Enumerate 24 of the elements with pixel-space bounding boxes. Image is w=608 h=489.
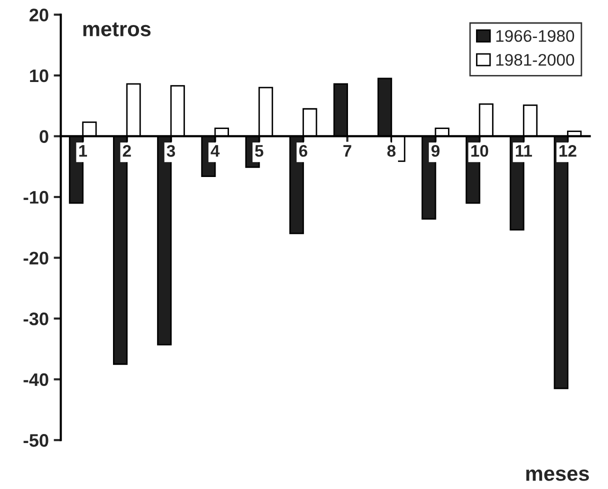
y-tick-label: -50 (24, 434, 48, 447)
y-axis-title: metros (83, 22, 151, 36)
x-tick-label: 5 (255, 145, 264, 157)
x-tick-label: 11 (516, 145, 532, 157)
x-tick-label: 7 (343, 145, 352, 157)
x-tick-label: 3 (166, 144, 176, 157)
x-tick-label: 8 (387, 144, 396, 157)
x-tick-label: 1 (79, 145, 88, 157)
y-tick-label: 10 (30, 69, 48, 82)
legend-label: 1966-1980 (496, 30, 574, 42)
x-tick-label: 2 (122, 144, 131, 157)
y-tick-label: -20 (24, 252, 48, 264)
y-tick-label: -40 (24, 373, 48, 386)
x-axis-title: meses (526, 470, 589, 481)
x-tick-label: 4 (210, 145, 220, 157)
y-tick-label: -10 (24, 190, 48, 204)
x-tick-label: 10 (471, 144, 488, 157)
legend-label: 1981-2000 (496, 54, 574, 66)
y-tick-label: 20 (30, 8, 48, 22)
x-tick-label: 6 (299, 144, 308, 157)
y-tick-label: -30 (24, 312, 48, 326)
y-tick-label: 0 (40, 130, 48, 143)
x-tick-label: 9 (431, 144, 440, 157)
x-tick-label: 12 (560, 144, 576, 157)
